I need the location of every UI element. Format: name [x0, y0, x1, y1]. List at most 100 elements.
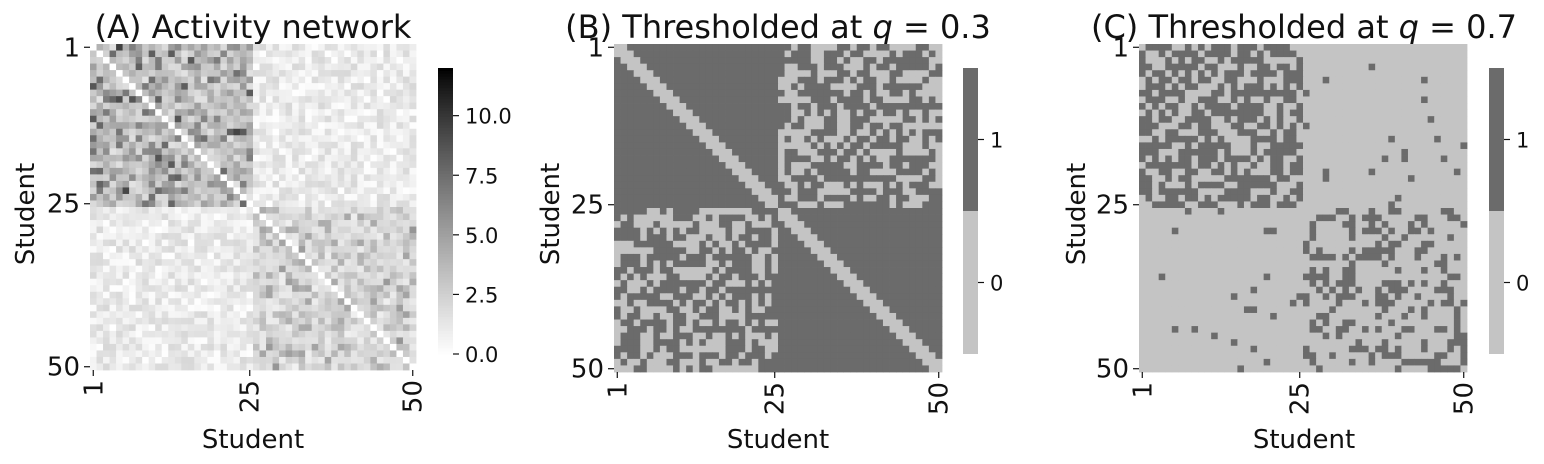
panel-b-cell	[692, 50, 700, 58]
panel-b-cell	[771, 208, 779, 215]
panel-b-cell	[646, 168, 654, 176]
panel-a-cell	[311, 317, 319, 325]
panel-a-cell	[383, 304, 391, 312]
panel-b-cell	[915, 50, 923, 58]
panel-a-cell	[305, 278, 313, 286]
panel-a-cell	[200, 200, 208, 208]
panel-a-cell	[383, 115, 391, 123]
panel-a-cell	[174, 259, 182, 267]
panel-a-cell	[285, 233, 293, 240]
panel-a-cell	[148, 57, 156, 64]
panel-b-cell	[751, 247, 759, 255]
panel-a-cell	[409, 265, 417, 273]
panel-a-cell	[363, 96, 371, 104]
panel-b-cell	[758, 326, 766, 334]
panel-a-cell	[253, 226, 260, 234]
panel-b-cell	[915, 168, 923, 176]
panel-a-cell	[187, 102, 195, 110]
panel-b-cell	[620, 50, 628, 58]
panel-a-cell	[331, 350, 339, 358]
panel-b-cell	[850, 227, 858, 235]
panel-a-cell	[96, 213, 104, 221]
panel-a-cell	[363, 63, 371, 71]
panel-b-cell	[751, 155, 759, 163]
panel-a-cell	[129, 337, 137, 345]
panel-b-cell	[817, 293, 825, 301]
panel-a-cell	[200, 102, 208, 110]
panel-a-cell	[370, 330, 378, 338]
panel-a-cell	[239, 233, 247, 240]
panel-a-cell	[103, 265, 110, 273]
panel-b-cell	[745, 312, 753, 320]
panel-b-cell	[705, 162, 713, 170]
panel-b-cell	[659, 50, 667, 58]
panel-a-cell	[279, 246, 286, 254]
panel-b-cell	[843, 142, 851, 150]
panel-a-cell	[376, 141, 384, 149]
panel-a-cell	[135, 193, 143, 201]
panel-a-cell	[135, 233, 143, 240]
panel-b-cell	[633, 234, 641, 242]
panel-a-cell	[357, 298, 365, 306]
panel-b-cell	[764, 286, 772, 294]
panel-a-cell	[285, 70, 293, 77]
panel-b-cell	[856, 122, 864, 130]
panel-a-cell	[350, 187, 358, 195]
panel-b-cell	[784, 155, 792, 163]
panel-a-cell	[292, 324, 300, 332]
panel-a-colorbar-segment	[438, 319, 453, 324]
panel-a-cell	[220, 207, 228, 214]
panel-a-cell	[318, 259, 326, 267]
panel-a-cell	[109, 193, 117, 201]
panel-b-cell	[646, 319, 654, 327]
panel-b-cell	[764, 260, 772, 268]
panel-b-cell	[928, 96, 936, 104]
panel-b-cell	[764, 201, 772, 209]
panel-a-cell	[272, 83, 280, 91]
panel-a-cell	[292, 96, 300, 104]
panel-b-cell	[797, 83, 805, 91]
panel-b-cell	[837, 155, 844, 163]
panel-a-cell	[200, 246, 208, 254]
panel-b-cell	[797, 96, 805, 104]
panel-a-cell	[259, 76, 267, 84]
panel-a-cell	[389, 96, 397, 104]
panel-a-cell	[246, 317, 254, 325]
panel-a-cell	[298, 89, 306, 97]
panel-a-cell	[318, 154, 326, 162]
panel-b-cell	[745, 234, 753, 242]
panel-a-colorbar-segment	[438, 231, 453, 235]
panel-a-cell	[344, 193, 352, 201]
panel-b-cell	[915, 201, 923, 209]
panel-a-cell	[226, 233, 234, 240]
panel-b-cell	[646, 339, 654, 347]
panel-b-cell	[928, 109, 936, 117]
panel-b-cell	[627, 188, 635, 196]
panel-a-cell	[253, 161, 260, 169]
panel-a-cell	[187, 213, 195, 221]
panel-b-cell	[620, 194, 628, 202]
panel-b-cell	[745, 83, 753, 91]
panel-a-cell	[135, 187, 143, 195]
panel-a-cell	[409, 44, 417, 51]
panel-b-cell	[764, 188, 772, 196]
panel-b-cell	[869, 57, 877, 65]
panel-a-cell	[279, 213, 286, 221]
panel-b-cell	[659, 129, 667, 137]
panel-a-cell	[324, 167, 332, 175]
panel-a-cell	[253, 363, 260, 371]
panel-a-cell	[337, 148, 345, 156]
panel-a-cell	[226, 304, 234, 312]
panel-a-cell	[253, 180, 260, 188]
panel-b-cell	[935, 168, 943, 176]
panel-b-cell	[850, 57, 858, 65]
panel-b-cell	[935, 83, 943, 91]
panel-a-cell	[292, 180, 300, 188]
panel-b-cell	[718, 273, 726, 281]
panel-a-cell	[370, 311, 378, 319]
panel-b-cell	[751, 168, 759, 176]
panel-b-cell	[850, 148, 858, 156]
panel-a-cell	[220, 363, 228, 371]
panel-a-cell	[96, 207, 104, 214]
panel-a-cell	[116, 330, 123, 338]
